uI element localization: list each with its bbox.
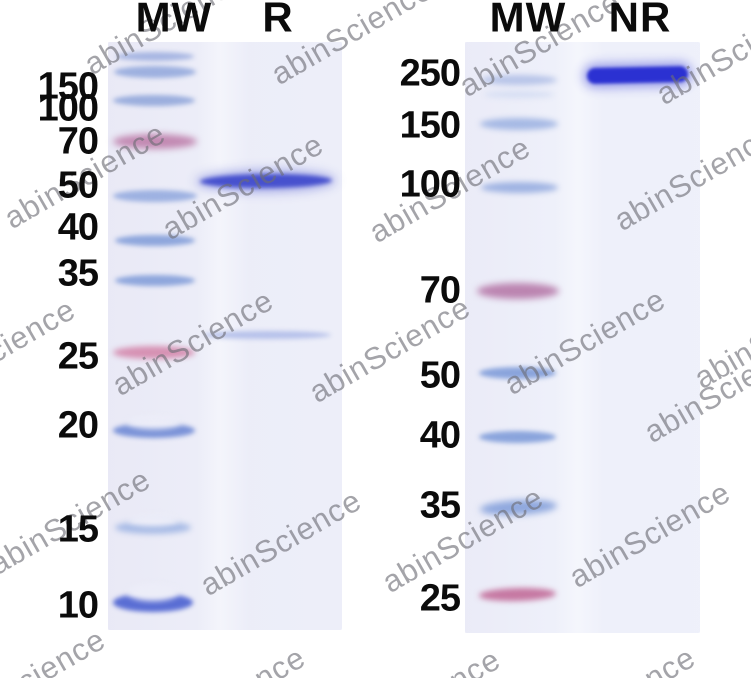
watermark-text: abinScience xyxy=(708,634,751,678)
marker-label-150-reduced: 150 xyxy=(37,65,99,108)
ladder-band-top-1 xyxy=(116,51,194,61)
marker-label-70-nonreduced: 70 xyxy=(419,269,461,312)
marker-label-35-reduced: 35 xyxy=(57,252,99,295)
ladder-band-70-pink xyxy=(113,133,197,149)
band-arc-notch xyxy=(126,415,182,430)
marker-label-25-nonreduced: 25 xyxy=(419,577,461,620)
ladder-band-50 xyxy=(478,367,556,379)
ladder-band-150 xyxy=(480,118,558,130)
watermark-text: abinScience xyxy=(528,639,702,678)
watermark-text: abinScience xyxy=(333,641,507,678)
marker-label-100-nonreduced: 100 xyxy=(399,163,461,206)
watermark-text: abinScience xyxy=(0,291,82,412)
lane-header-mw-nonreduced: MW xyxy=(489,0,567,41)
ladder-band-100 xyxy=(480,181,558,193)
marker-label-10-reduced: 10 xyxy=(57,584,99,627)
marker-label-20-reduced: 20 xyxy=(57,404,99,447)
ladder-band-50 xyxy=(113,190,197,202)
ladder-band-40 xyxy=(115,234,195,246)
marker-label-100-reduced: 100 xyxy=(37,87,99,130)
ladder-band-35 xyxy=(115,274,195,286)
marker-label-70-reduced: 70 xyxy=(57,120,99,163)
lane-header-r: R xyxy=(262,0,294,41)
marker-label-50-reduced: 50 xyxy=(57,164,99,207)
ladder-band-250-smear xyxy=(484,90,554,98)
marker-label-50-nonreduced: 50 xyxy=(419,354,461,397)
ladder-band-40 xyxy=(478,431,556,443)
marker-label-35-nonreduced: 35 xyxy=(419,484,461,527)
watermark-text: abinScience xyxy=(0,621,112,678)
ladder-band-250 xyxy=(481,75,557,85)
marker-label-40-reduced: 40 xyxy=(57,206,99,249)
ladder-band-100 xyxy=(113,94,195,106)
marker-label-250-nonreduced: 250 xyxy=(399,52,461,95)
lane-header-nr: NR xyxy=(608,0,672,41)
lane-header-mw-reduced: MW xyxy=(135,0,213,41)
ladder-band-top-2 xyxy=(114,66,196,78)
band-arc-notch xyxy=(126,583,180,602)
gel-panel-non-reduced xyxy=(465,42,700,633)
marker-label-15-reduced: 15 xyxy=(57,508,99,551)
marker-label-25-reduced: 25 xyxy=(57,335,99,378)
ladder-band-25-pink xyxy=(113,345,195,359)
marker-label-150-nonreduced: 150 xyxy=(399,104,461,147)
marker-label-40-nonreduced: 40 xyxy=(419,414,461,457)
ladder-band-70-pink xyxy=(477,283,559,299)
sample-band-nr-250kda xyxy=(586,65,688,85)
watermark-corner-fragment: abinScience xyxy=(0,0,2,111)
watermark-text: abinScience xyxy=(138,639,312,678)
sample-band-r-27kda-faint xyxy=(203,331,331,339)
band-arc-notch xyxy=(127,514,179,527)
